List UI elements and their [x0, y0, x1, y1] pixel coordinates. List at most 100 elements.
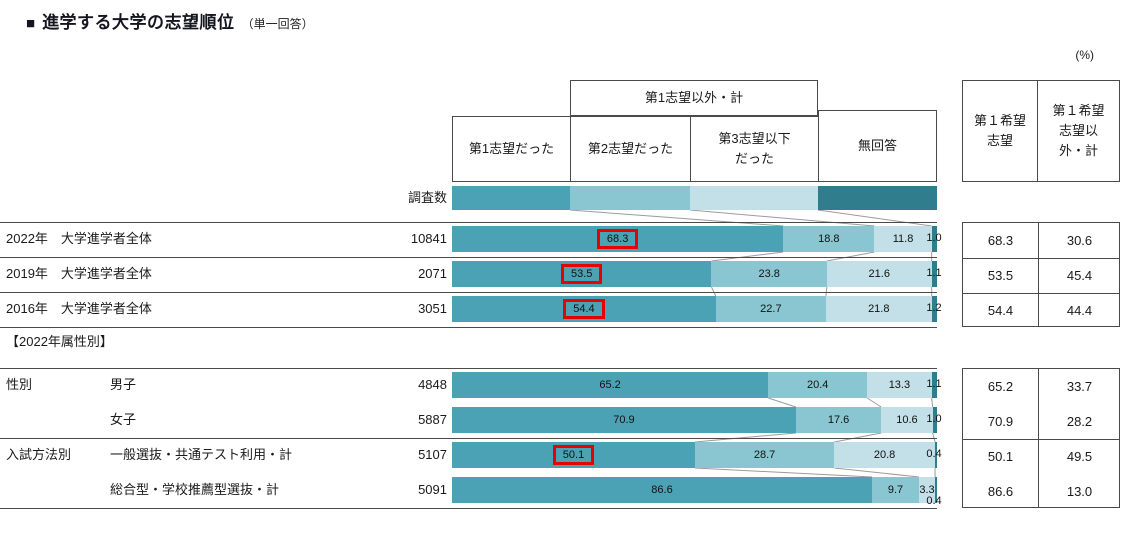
bar-segment-3: 11.8	[874, 226, 932, 252]
summary-value: 44.4	[1066, 303, 1093, 318]
summary-value: 30.6	[1066, 233, 1093, 248]
bar-segment-4	[931, 261, 937, 287]
bar-value-label: 13.3	[888, 379, 911, 391]
bar-segment-3: 20.8	[834, 442, 936, 468]
summary-value: 53.5	[987, 268, 1014, 283]
bar-segment-3: 10.6	[881, 407, 933, 433]
title-row: ■ 進学する大学の志望順位 （単一回答）	[26, 8, 314, 33]
row-divider	[0, 508, 937, 509]
group-label-gender: 性別	[6, 377, 33, 392]
row-count-comprehensive-selection: 5091	[418, 482, 447, 497]
bar-value-label: 9.7	[887, 484, 904, 496]
row-label-2022-all: 2022年 大学進学者全体	[6, 231, 152, 246]
header-summary-first-choice: 第１希望 志望	[962, 80, 1038, 182]
bar-value-label: 1.1	[926, 378, 942, 390]
highlighted-bar-value: 53.5	[561, 264, 603, 284]
title-bullet-icon: ■	[26, 15, 36, 32]
bar-segment-1: 53.5	[452, 261, 712, 287]
bar-value-label: 21.8	[868, 303, 890, 315]
legend-bar	[452, 186, 937, 210]
bar-segment-4	[935, 442, 937, 468]
bar-segment-1: 65.2	[452, 372, 769, 398]
header-summary-other-total: 第１希望 志望以 外・計	[1037, 80, 1120, 182]
stacked-bar-male: 65.2 20.4 13.3 1.1	[452, 372, 942, 398]
highlighted-bar-value: 68.3	[596, 229, 639, 249]
bar-value-label: 21.6	[868, 268, 890, 280]
bar-value-label: 65.2	[599, 379, 621, 391]
summary-value: 68.3	[987, 233, 1014, 248]
bar-value-label: 18.8	[818, 233, 840, 245]
stacked-bar-2022-all: 68.3 18.8 11.8 1.0	[452, 226, 942, 252]
survey-count-header: 調査数	[407, 190, 447, 205]
summary-value: 49.5	[1066, 449, 1093, 464]
row-divider	[0, 222, 937, 223]
bar-value-label: 0.4	[926, 448, 942, 460]
row-count-female: 5887	[418, 412, 447, 427]
row-label-2016-all: 2016年 大学進学者全体	[6, 301, 152, 316]
header-second-choice: 第2志望だった	[570, 116, 691, 182]
bar-segment-2: 9.7	[872, 477, 920, 503]
bar-value-label: 17.6	[827, 414, 850, 426]
section-attribute-header: 【2022年属性別】	[6, 334, 113, 349]
bar-segment-2: 28.7	[694, 442, 835, 468]
bar-value-label: 11.8	[892, 233, 914, 245]
bar-value-label: 70.9	[613, 414, 635, 426]
header-other-than-first-total: 第1志望以外・計	[570, 80, 818, 116]
summary-value: 28.2	[1066, 414, 1093, 429]
highlighted-bar-value: 50.1	[552, 445, 595, 465]
summary-value: 54.4	[987, 303, 1014, 318]
header-third-or-below: 第3志望以下 だった	[690, 116, 819, 182]
summary-row-divider	[963, 293, 1119, 294]
bar-segment-4	[932, 407, 937, 433]
summary-value: 13.0	[1066, 484, 1093, 499]
bar-segment-1: 50.1	[452, 442, 695, 468]
summary-value: 45.4	[1066, 268, 1093, 283]
unit-label: (%)	[1075, 48, 1094, 62]
bar-value-label: 3.3	[919, 484, 935, 496]
row-label-general-selection: 一般選抜・共通テスト利用・計	[110, 447, 293, 462]
row-divider	[0, 327, 937, 328]
summary-column-divider	[1038, 223, 1039, 326]
row-divider	[0, 257, 937, 258]
legend-segment-3	[690, 186, 818, 210]
bar-segment-1: 68.3	[452, 226, 784, 252]
bar-value-label: 20.4	[806, 379, 829, 391]
summary-value: 50.1	[987, 449, 1014, 464]
bar-segment-1: 86.6	[452, 477, 872, 503]
bar-segment-4	[935, 477, 937, 503]
summary-table-bottom: 65.2 33.7 70.9 28.2 50.1 49.5 86.6 13.0	[962, 368, 1120, 508]
summary-table-top: 68.3 30.6 53.5 45.4 54.4 44.4	[962, 222, 1120, 327]
bar-value-label: 86.6	[651, 484, 673, 496]
group-label-admission-method: 入試方法別	[6, 447, 72, 462]
row-count-2019-all: 2071	[418, 266, 447, 281]
summary-value: 65.2	[987, 379, 1014, 394]
page-title: 進学する大学の志望順位	[42, 13, 235, 32]
bar-value-label: 22.7	[760, 303, 782, 315]
row-divider	[0, 438, 937, 439]
row-label-male: 男子	[110, 377, 137, 392]
bar-value-label: 1.0	[926, 413, 942, 425]
bar-segment-2: 22.7	[715, 296, 826, 322]
bar-value-label: 28.7	[753, 449, 776, 461]
summary-value: 33.7	[1066, 379, 1093, 394]
legend-segment-4	[818, 186, 937, 210]
stacked-bar-2016-all: 54.4 22.7 21.8 1.2	[452, 296, 942, 322]
bar-segment-4	[931, 372, 937, 398]
bar-segment-2: 23.8	[711, 261, 827, 287]
bar-value-label: 0.4	[926, 495, 942, 507]
highlighted-bar-value: 54.4	[563, 299, 605, 319]
bar-segment-3: 21.6	[826, 261, 932, 287]
row-label-2019-all: 2019年 大学進学者全体	[6, 266, 152, 281]
summary-value: 70.9	[987, 414, 1014, 429]
bar-value-label: 1.0	[926, 232, 942, 244]
bar-segment-3: 21.8	[825, 296, 932, 322]
stacked-bar-comprehensive-selection: 86.6 9.7 3.3 0.4	[452, 477, 942, 507]
summary-value: 86.6	[987, 484, 1014, 499]
row-count-2022-all: 10841	[410, 231, 447, 246]
bar-segment-2: 17.6	[795, 407, 882, 433]
legend-segment-2	[570, 186, 690, 210]
summary-row-divider	[963, 258, 1119, 259]
row-label-female: 女子	[110, 412, 137, 427]
header-no-answer: 無回答	[818, 110, 937, 182]
